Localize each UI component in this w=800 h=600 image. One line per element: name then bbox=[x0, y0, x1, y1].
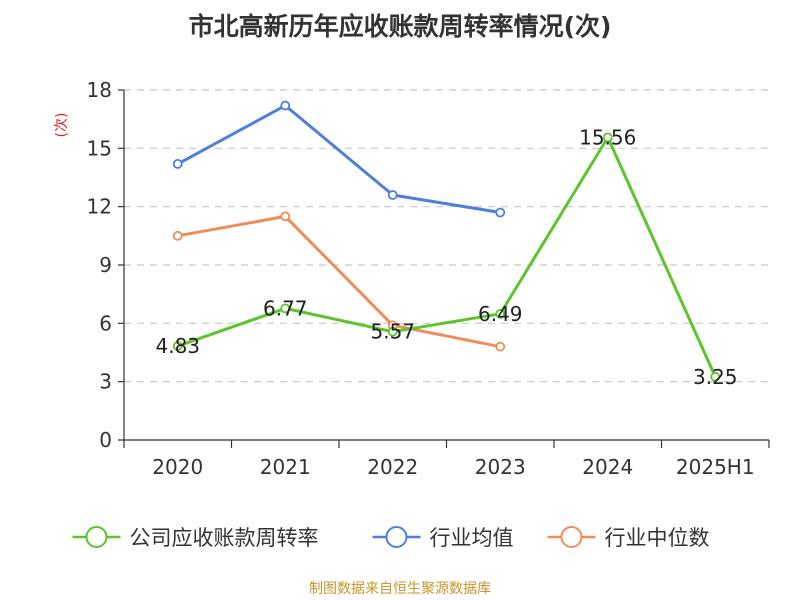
x-tick-label: 2024 bbox=[582, 455, 633, 479]
data-label: 15.56 bbox=[579, 125, 636, 149]
series-line bbox=[177, 214, 501, 349]
legend-marker bbox=[85, 526, 108, 548]
y-axis-label: (次) bbox=[54, 113, 70, 138]
data-label: 6.49 bbox=[478, 302, 523, 326]
y-tick-label: 3 bbox=[99, 370, 112, 394]
data-point bbox=[280, 303, 291, 314]
legend-label: 公司应收账款周转率 bbox=[130, 526, 319, 550]
data-point bbox=[280, 211, 291, 222]
data-label: 6.77 bbox=[263, 296, 308, 320]
chart-title: 市北高新历年应收账款周转率情况(次) bbox=[189, 12, 612, 41]
x-tick-label: 2025H1 bbox=[676, 455, 755, 479]
series-line bbox=[177, 104, 501, 214]
data-point bbox=[387, 190, 398, 200]
axes: 0 3 6 9 12 15 18 2020 2021 2022 2023 2024 2025H1 bbox=[87, 78, 770, 479]
source-note: 制图数据来自恒生聚源数据库 bbox=[309, 581, 491, 597]
data-point bbox=[387, 326, 398, 337]
y-tick-label: 6 bbox=[99, 311, 112, 335]
legend: 公司应收账款周转率 行业均值 行业中位数 bbox=[72, 526, 710, 550]
data-point bbox=[495, 341, 506, 352]
y-tick-label: 18 bbox=[87, 78, 112, 102]
legend-label: 行业中位数 bbox=[605, 526, 710, 550]
x-tick-label: 2023 bbox=[475, 455, 526, 479]
x-tick-label: 2021 bbox=[260, 455, 311, 479]
data-point bbox=[172, 341, 183, 351]
y-tick-label: 9 bbox=[99, 253, 112, 277]
data-label: 3.25 bbox=[693, 365, 738, 389]
data-point bbox=[172, 158, 183, 169]
x-tick-label: 2020 bbox=[152, 455, 203, 479]
series bbox=[172, 100, 721, 382]
legend-label: 行业均值 bbox=[430, 526, 514, 550]
series-line bbox=[177, 135, 717, 378]
legend-item: 公司应收账款周转率 bbox=[72, 526, 319, 550]
data-point bbox=[495, 308, 506, 319]
data-point bbox=[495, 207, 506, 218]
data-labels: 4.83 6.77 5.57 6.49 15.56 3.25 bbox=[155, 125, 737, 388]
legend-marker bbox=[560, 526, 583, 548]
data-point bbox=[280, 100, 291, 111]
y-tick-label: 15 bbox=[87, 136, 112, 160]
y-tick-label: 0 bbox=[99, 428, 112, 452]
legend-item: 行业均值 bbox=[372, 526, 514, 550]
data-label: 4.83 bbox=[155, 334, 200, 358]
data-point bbox=[710, 371, 721, 382]
legend-item: 行业中位数 bbox=[547, 526, 710, 550]
x-tick-label: 2022 bbox=[367, 455, 418, 479]
y-tick-label: 12 bbox=[87, 195, 112, 219]
legend-marker bbox=[385, 526, 408, 548]
data-point bbox=[602, 132, 613, 143]
data-label: 5.57 bbox=[370, 320, 415, 344]
data-point bbox=[172, 230, 183, 241]
grid bbox=[124, 89, 769, 383]
